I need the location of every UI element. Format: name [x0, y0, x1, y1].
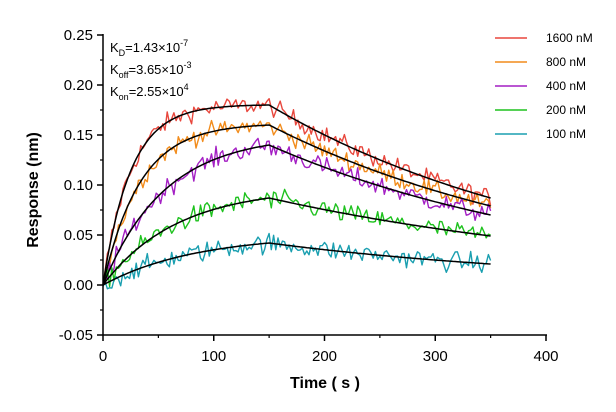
kon-sub: on: [119, 92, 129, 102]
legend-item-200-nm: 200 nM: [495, 103, 586, 117]
kd-annotation: KD=1.43×10-7: [110, 38, 188, 58]
fit-curve-200-nm: [102, 197, 491, 286]
kd-mantissa: =1.43×10: [125, 40, 180, 55]
legend-label: 200 nM: [546, 103, 586, 117]
kd-base: K: [110, 40, 119, 55]
koff-base: K: [110, 62, 119, 77]
y-tick-label: 0.15: [64, 127, 93, 144]
koff-exponent: -3: [183, 60, 191, 70]
kon-mantissa: =2.55×10: [129, 84, 184, 99]
legend: 1600 nM 800 nM 400 nM 200 nM 100 nM: [495, 31, 593, 141]
trace-100-nm: [102, 232, 492, 290]
koff-mantissa: =3.65×10: [129, 62, 184, 77]
trace-200-nm: [102, 188, 491, 288]
y-tick-label: 0.25: [64, 27, 93, 44]
legend-item-100-nm: 100 nM: [495, 127, 586, 141]
trace-1600-nm: [102, 98, 492, 284]
x-axis-title: Time ( s ): [290, 375, 360, 392]
legend-label: 1600 nM: [546, 31, 593, 45]
x-tick-label: 100: [201, 348, 226, 365]
fit-curve-800-nm: [102, 124, 491, 286]
x-tick-label: 400: [533, 348, 558, 365]
x-tick-label: 0: [99, 348, 107, 365]
fit-curve-1600-nm: [102, 104, 491, 286]
y-tick-label: 0.00: [64, 277, 93, 294]
fit-curve-400-nm: [102, 144, 491, 286]
x-tick-label: 300: [423, 348, 448, 365]
legend-item-1600-nm: 1600 nM: [495, 31, 593, 45]
legend-item-400-nm: 400 nM: [495, 79, 586, 93]
kon-annotation: Kon=2.55×104: [110, 82, 189, 102]
x-tick-label: 200: [312, 348, 337, 365]
y-tick-label: -0.05: [59, 327, 93, 344]
data-series-layer: [102, 98, 492, 290]
trace-800-nm: [102, 119, 492, 286]
legend-label: 100 nM: [546, 127, 586, 141]
y-axis-title: Response (nm): [25, 132, 42, 248]
koff-annotation: Koff=3.65×10-3: [110, 60, 191, 80]
koff-sub: off: [119, 70, 129, 80]
kinetic-constants: KD=1.43×10-7 Koff=3.65×10-3 Kon=2.55×104: [110, 38, 191, 102]
y-tick-label: 0.10: [64, 177, 93, 194]
legend-label: 400 nM: [546, 79, 586, 93]
fit-curve-100-nm: [102, 242, 491, 286]
axes: -0.05 0.00 0.05 0.10 0.15 0.20 0.25 0 100 200 300 4…: [59, 27, 559, 365]
kon-exponent: 4: [184, 82, 189, 92]
legend-label: 800 nM: [546, 55, 586, 69]
legend-item-800-nm: 800 nM: [495, 55, 586, 69]
y-tick-label: 0.20: [64, 77, 93, 94]
kd-exponent: -7: [180, 38, 188, 48]
trace-400-nm: [102, 137, 492, 284]
y-tick-label: 0.05: [64, 227, 93, 244]
kd-sub: D: [119, 48, 126, 58]
kon-base: K: [110, 84, 119, 99]
